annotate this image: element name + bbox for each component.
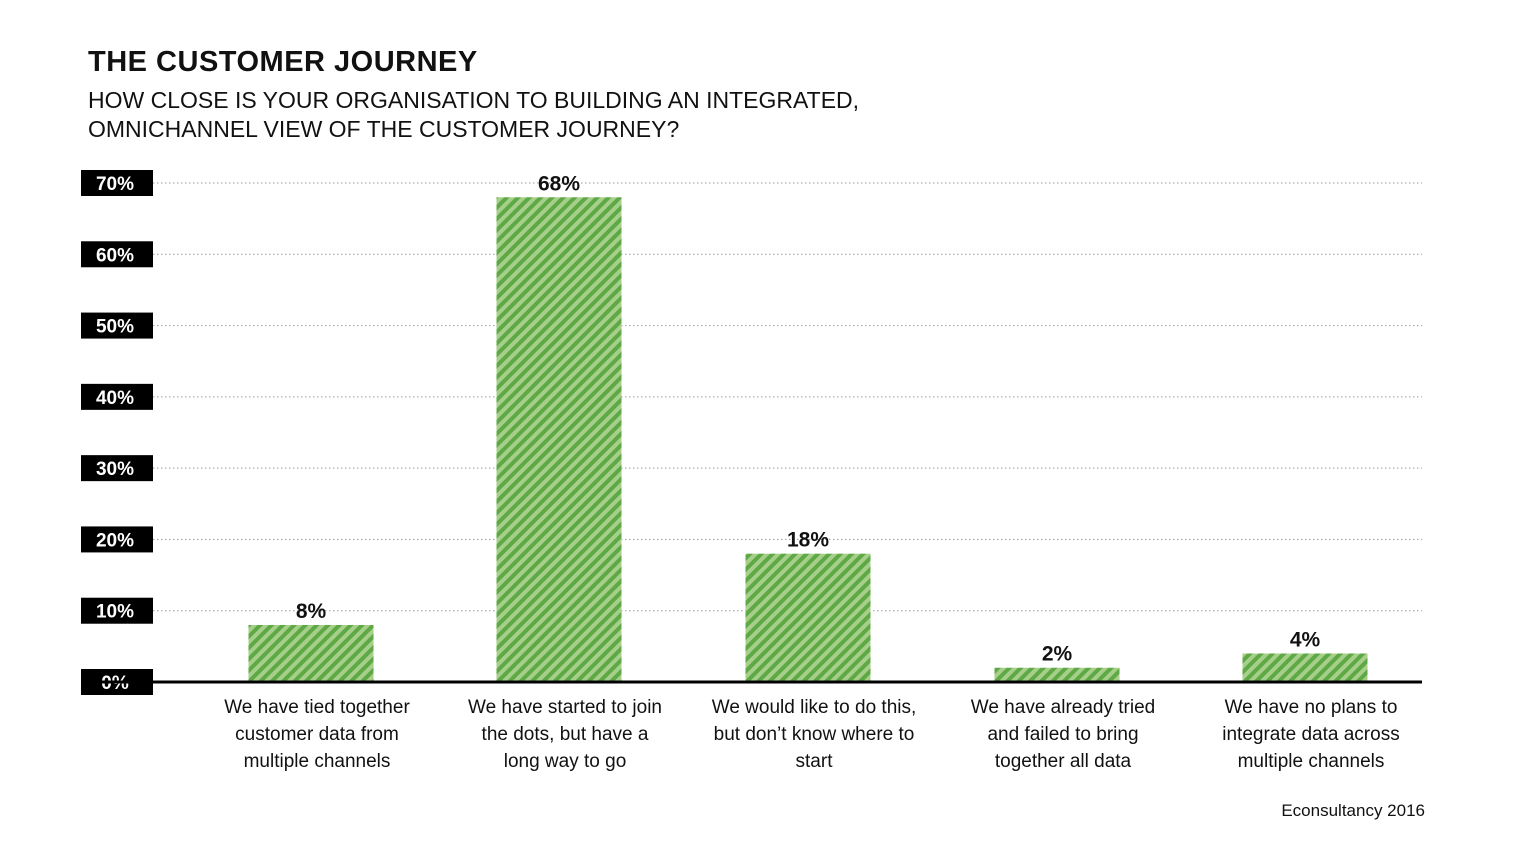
y-tick-label: 10% xyxy=(81,597,153,624)
y-tick-text: 10% xyxy=(96,602,134,623)
bar xyxy=(1242,653,1368,682)
y-tick-label: 20% xyxy=(81,526,153,553)
category-label: We have tied together customer data from m… xyxy=(224,697,410,772)
y-tick-badge xyxy=(81,383,153,410)
y-tick-text: 60% xyxy=(96,245,134,266)
category-label-line: integrate data across xyxy=(1222,724,1399,745)
category-label: We have no plans to integrate data across… xyxy=(1222,697,1399,772)
data-label: 8% xyxy=(296,600,327,623)
y-tick-label: 60% xyxy=(81,241,153,268)
category-label-line: but don’t know where to xyxy=(714,724,915,745)
y-tick-badge xyxy=(81,312,153,339)
y-tick-text: 30% xyxy=(96,459,134,480)
bar xyxy=(248,624,374,682)
data-label: 18% xyxy=(787,529,829,552)
y-tick-text: 20% xyxy=(96,530,134,551)
y-tick-label: 30% xyxy=(81,455,153,482)
category-label-line: start xyxy=(796,751,834,772)
y-tick-label: 50% xyxy=(81,312,153,339)
source-credit: Econsultancy 2016 xyxy=(1281,801,1425,820)
category-label-line: and failed to bring xyxy=(987,724,1138,745)
category-label-line: long way to go xyxy=(504,751,627,772)
y-tick-text: 40% xyxy=(96,388,134,409)
category-label-line: We have started to join xyxy=(468,697,662,718)
y-tick-badge xyxy=(81,597,153,624)
y-tick-badge xyxy=(81,241,153,268)
category-label: We have started to join the dots, but hav… xyxy=(468,697,662,772)
data-label: 2% xyxy=(1042,643,1073,666)
bar xyxy=(994,667,1120,682)
category-label-line: together all data xyxy=(995,751,1132,772)
category-label-line: We have already tried xyxy=(971,697,1155,718)
y-tick-badge xyxy=(81,170,153,196)
data-label: 4% xyxy=(1290,628,1321,651)
category-label: We would like to do this, but don’t know … xyxy=(712,697,917,772)
category-label-line: We have no plans to xyxy=(1225,697,1398,718)
category-label-line: multiple channels xyxy=(1238,751,1385,772)
y-tick-label: 40% xyxy=(81,383,153,410)
y-tick-badge xyxy=(81,455,153,482)
data-label: 68% xyxy=(538,172,580,195)
y-tick-text: 70% xyxy=(96,174,134,195)
chart-subtitle: HOW CLOSE IS YOUR ORGANISATION TO BUILDI… xyxy=(88,86,908,144)
y-tick-text: 50% xyxy=(96,317,134,338)
category-label-line: We would like to do this, xyxy=(712,697,917,718)
y-tick-label: 70% xyxy=(81,170,153,196)
category-label-line: multiple channels xyxy=(244,751,391,772)
bar xyxy=(745,553,871,682)
category-label-line: We have tied together xyxy=(224,697,410,718)
subtitle-line-2: OMNICHANNEL VIEW OF THE CUSTOMER JOURNEY… xyxy=(88,116,680,142)
subtitle-line-1: HOW CLOSE IS YOUR ORGANISATION TO BUILDI… xyxy=(88,87,860,113)
chart-title: THE CUSTOMER JOURNEY xyxy=(88,46,478,78)
category-label: We have already tried and failed to bring… xyxy=(971,697,1155,772)
category-label-line: the dots, but have a xyxy=(482,724,649,745)
bar xyxy=(496,197,622,682)
y-tick-badge xyxy=(81,526,153,553)
category-label-line: customer data from xyxy=(235,724,399,745)
